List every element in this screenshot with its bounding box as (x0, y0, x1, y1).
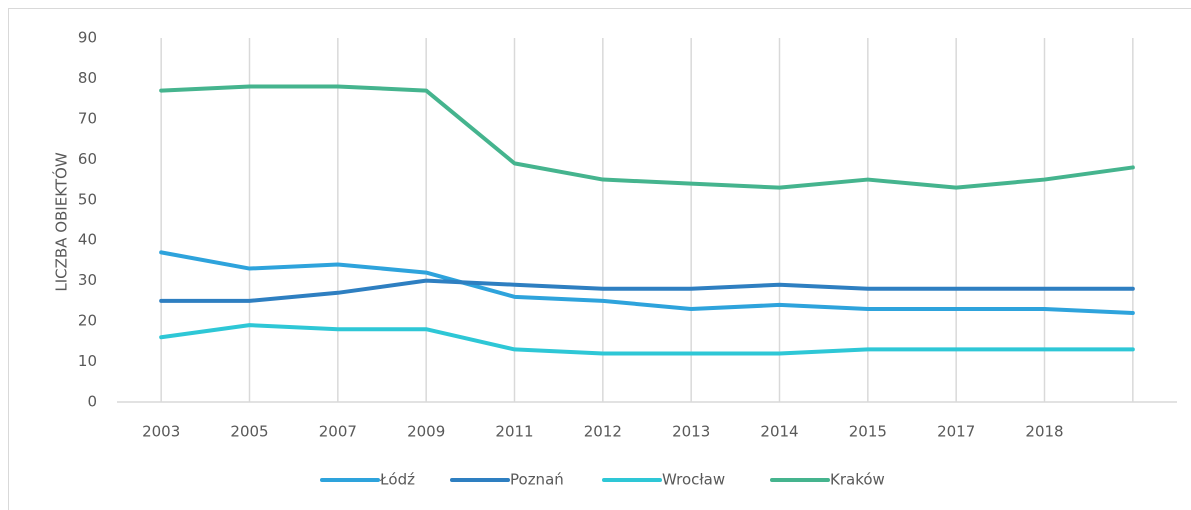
y-tick-label: 10 (78, 352, 97, 370)
y-tick-label: 0 (87, 393, 97, 411)
x-tick-label: 2015 (849, 423, 887, 441)
legend-label: Kraków (830, 471, 885, 489)
series-line (159, 323, 1135, 356)
y-tick-label: 20 (78, 312, 97, 330)
x-tick-label: 2012 (584, 423, 622, 441)
x-tick-label: 2017 (937, 423, 975, 441)
y-axis-title: LICZBA OBIEKTÓW (52, 152, 71, 291)
legend-label: Łódź (379, 471, 415, 489)
series-line (159, 84, 1135, 190)
x-tick-label: 2007 (319, 423, 357, 441)
chart-frame (8, 8, 1191, 510)
x-tick-label: 2013 (672, 423, 710, 441)
y-tick-label: 90 (78, 29, 97, 47)
y-tick-label: 60 (78, 150, 97, 168)
legend-label: Poznań (510, 471, 564, 489)
x-tick-label: 2003 (142, 423, 180, 441)
x-tick-label: 2011 (495, 423, 533, 441)
series-line (159, 278, 1135, 303)
x-tick-label: 2005 (230, 423, 268, 441)
x-tick-label: 2014 (760, 423, 798, 441)
x-tick-label: 2018 (1025, 423, 1063, 441)
legend-label: Wrocław (662, 471, 725, 489)
y-tick-label: 80 (78, 69, 97, 87)
y-tick-label: 30 (78, 271, 97, 289)
y-tick-label: 40 (78, 231, 97, 249)
y-tick-label: 50 (78, 190, 97, 208)
y-tick-label: 70 (78, 109, 97, 127)
x-tick-label: 2009 (407, 423, 445, 441)
series-line (159, 250, 1135, 316)
